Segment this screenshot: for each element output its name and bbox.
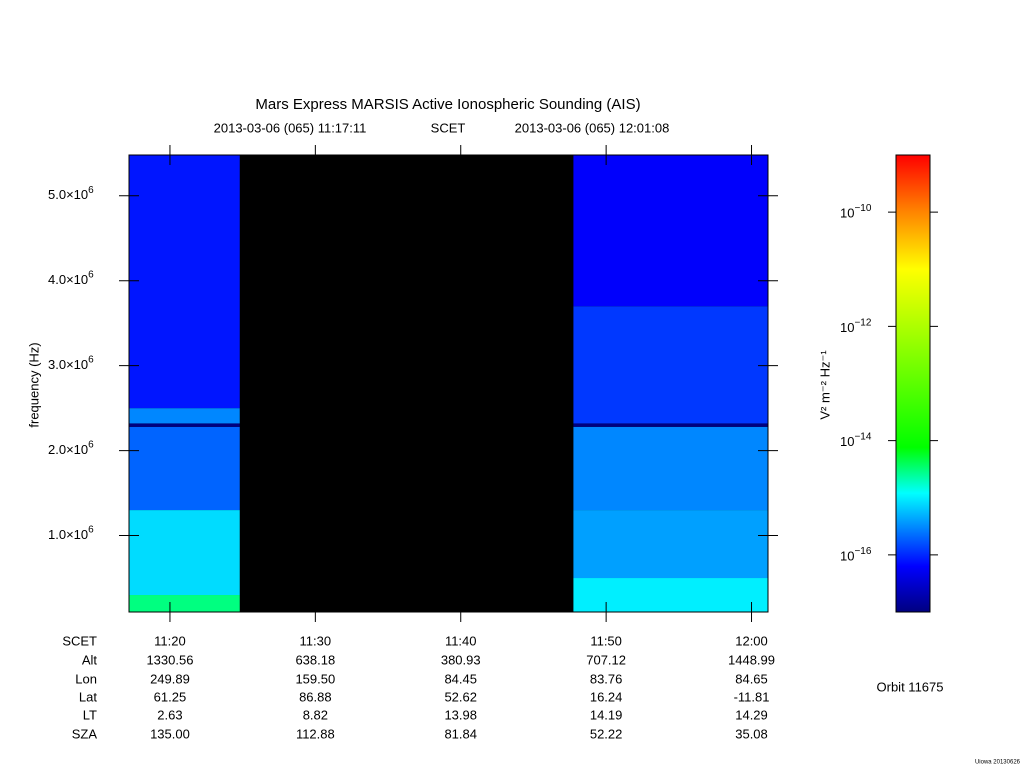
spectrogram-cell — [129, 155, 240, 409]
ephemeris-value: 638.18 — [295, 652, 335, 667]
ephemeris-value: 2.63 — [157, 707, 182, 722]
ephemeris-value: 35.08 — [735, 726, 768, 741]
ephemeris-value: -11.81 — [734, 689, 770, 704]
spectrogram-cell — [573, 423, 768, 427]
orbit-label: Orbit 11675 — [877, 679, 944, 694]
y-tick-label: 4.0×106 — [48, 269, 94, 287]
colorbar-tick-label: 10−12 — [840, 317, 872, 335]
ephemeris-value: 14.29 — [735, 707, 768, 722]
subtitle-start: 2013-03-06 (065) 11:17:11 — [214, 120, 367, 135]
colorbar-tick-label: 10−16 — [840, 546, 872, 564]
footer: Uiowa 20130626 — [975, 760, 1021, 766]
colorbar-label: V² m⁻² Hz⁻¹ — [817, 350, 832, 420]
ephemeris-value: 12:00 — [735, 633, 768, 648]
ephemeris-value: 52.62 — [444, 689, 477, 704]
spectrogram-cell — [129, 426, 240, 511]
y-tick-label: 2.0×106 — [48, 439, 94, 457]
spectrogram-cell — [129, 423, 240, 427]
ephemeris-value: 159.50 — [295, 671, 335, 686]
subtitle-frame: SCET — [431, 120, 466, 135]
y-tick-label-exponent: 6 — [88, 439, 94, 450]
spectrogram-cell — [129, 510, 240, 596]
ephemeris-value: 8.82 — [303, 707, 328, 722]
spectrogram-cell — [129, 408, 240, 424]
ephemeris-value: 380.93 — [441, 652, 481, 667]
y-tick-label: 1.0×106 — [48, 524, 94, 542]
ephemeris-value: 52.22 — [590, 726, 623, 741]
subtitle-end: 2013-03-06 (065) 12:01:08 — [515, 120, 670, 135]
ephemeris-value: 11:50 — [590, 633, 622, 648]
spectrogram-cell — [573, 426, 768, 511]
spectrogram-cell — [573, 155, 768, 307]
y-axis-label: frequency (Hz) — [26, 342, 41, 427]
ephemeris-value: 112.88 — [296, 726, 335, 741]
ephemeris-value: 16.24 — [590, 689, 623, 704]
plot-frame — [128, 154, 769, 613]
colorbar — [895, 154, 931, 613]
ephemeris-value: 61.25 — [154, 689, 187, 704]
y-tick-label-exponent: 6 — [88, 184, 94, 195]
ephemeris-value: 84.65 — [735, 671, 768, 686]
colorbar-tick-label-exponent: −16 — [854, 546, 871, 557]
spectrogram-cell — [573, 306, 768, 424]
ephemeris-value: 11:20 — [154, 633, 186, 648]
ephemeris-value: 135.00 — [150, 726, 190, 741]
ephemeris-value: 83.76 — [590, 671, 623, 686]
ephemeris-value: 707.12 — [586, 652, 626, 667]
ephemeris-value: 11:40 — [445, 633, 477, 648]
ephemeris-value: 1448.99 — [728, 652, 775, 667]
ephemeris-value: 1330.56 — [146, 652, 193, 667]
y-tick-label: 5.0×106 — [48, 184, 94, 202]
y-tick-label-exponent: 6 — [88, 524, 94, 535]
ephemeris-label: SCET — [62, 633, 97, 648]
colorbar-tick-label: 10−10 — [840, 203, 872, 221]
spectrogram-cell — [129, 595, 240, 612]
ephemeris-value: 86.88 — [299, 689, 332, 704]
ephemeris-label: LT — [83, 707, 97, 722]
ephemeris-value: 14.19 — [590, 707, 623, 722]
spectrogram-cell — [573, 578, 768, 612]
y-tick-label-exponent: 6 — [88, 269, 94, 280]
y-tick-label: 3.0×106 — [48, 354, 94, 372]
y-tick-label-exponent: 6 — [88, 354, 94, 365]
colorbar-tick-label-exponent: −14 — [854, 431, 871, 442]
spectrogram-cell — [573, 510, 768, 579]
ephemeris-label: SZA — [72, 726, 98, 741]
ephemeris-value: 11:30 — [300, 633, 332, 648]
ephemeris-label: Lat — [79, 689, 97, 704]
ephemeris-label: Alt — [82, 652, 98, 667]
colorbar-tick-label-exponent: −12 — [854, 317, 871, 328]
ephemeris-value: 81.84 — [444, 726, 477, 741]
colorbar-tick-label-exponent: −10 — [854, 203, 871, 214]
chart-title: Mars Express MARSIS Active Ionospheric S… — [255, 96, 640, 113]
ephemeris-label: Lon — [75, 671, 97, 686]
ephemeris-value: 249.89 — [150, 671, 190, 686]
colorbar-tick-label: 10−14 — [840, 431, 872, 449]
ephemeris-value: 84.45 — [444, 671, 477, 686]
ephemeris-value: 13.98 — [444, 707, 477, 722]
